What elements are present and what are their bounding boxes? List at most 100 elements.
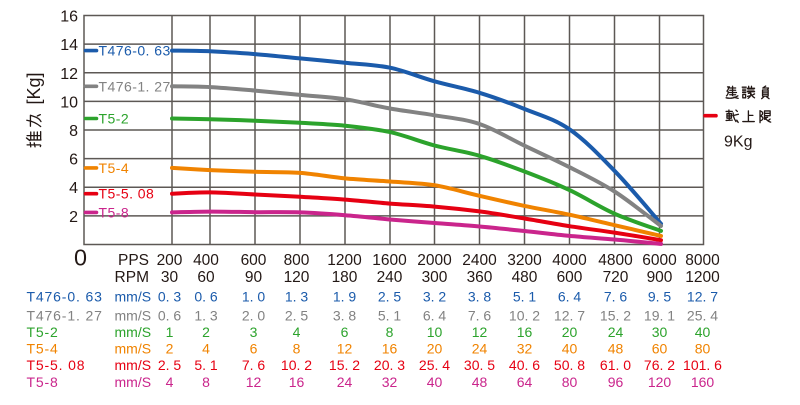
svg-text:1600: 1600	[372, 252, 407, 269]
svg-text:32: 32	[517, 341, 533, 357]
svg-text:90: 90	[245, 269, 263, 286]
svg-text:15. 2: 15. 2	[600, 308, 631, 324]
svg-text:720: 720	[603, 269, 629, 286]
svg-text:50. 8: 50. 8	[554, 357, 585, 373]
svg-text:600: 600	[557, 269, 583, 286]
svg-text:7. 6: 7. 6	[242, 357, 266, 373]
svg-text:76. 2: 76. 2	[644, 357, 675, 373]
svg-text:7. 6: 7. 6	[604, 289, 628, 305]
svg-text:3. 2: 3. 2	[423, 289, 447, 305]
svg-text:10. 2: 10. 2	[509, 308, 540, 324]
svg-text:6: 6	[69, 152, 78, 169]
svg-text:2: 2	[69, 209, 78, 226]
svg-text:120: 120	[648, 374, 672, 390]
svg-text:30. 5: 30. 5	[464, 357, 495, 373]
svg-text:14: 14	[60, 37, 78, 54]
svg-text:PPS: PPS	[118, 252, 149, 269]
svg-text:0. 6: 0. 6	[158, 308, 182, 324]
svg-text:400: 400	[193, 252, 219, 269]
svg-text:1200: 1200	[685, 269, 720, 286]
svg-text:8000: 8000	[685, 252, 720, 269]
svg-text:30: 30	[161, 269, 179, 286]
svg-text:7. 6: 7. 6	[468, 308, 492, 324]
svg-text:4800: 4800	[598, 252, 633, 269]
svg-text:T476-1. 27: T476-1. 27	[99, 78, 171, 94]
svg-text:12: 12	[472, 324, 488, 340]
svg-text:200: 200	[157, 252, 183, 269]
svg-text:8: 8	[202, 374, 210, 390]
svg-text:360: 360	[467, 269, 493, 286]
svg-text:8: 8	[69, 123, 78, 140]
svg-text:0. 6: 0. 6	[194, 289, 218, 305]
svg-text:40: 40	[695, 324, 711, 340]
svg-text:1. 3: 1. 3	[285, 289, 309, 305]
svg-text:10: 10	[60, 94, 78, 111]
svg-text:160: 160	[691, 374, 715, 390]
svg-text:2. 5: 2. 5	[378, 289, 402, 305]
svg-text:20: 20	[427, 341, 443, 357]
svg-text:4000: 4000	[552, 252, 587, 269]
svg-text:16: 16	[60, 9, 78, 26]
svg-text:1: 1	[166, 324, 174, 340]
svg-text:64: 64	[517, 374, 533, 390]
svg-text:600: 600	[241, 252, 267, 269]
svg-text:6: 6	[341, 324, 349, 340]
svg-text:12: 12	[246, 374, 262, 390]
svg-text:9Kg: 9Kg	[724, 134, 752, 151]
svg-text:10: 10	[427, 324, 443, 340]
svg-text:300: 300	[422, 269, 448, 286]
svg-text:6. 4: 6. 4	[423, 308, 447, 324]
svg-text:96: 96	[608, 374, 624, 390]
svg-text:1. 0: 1. 0	[242, 289, 266, 305]
svg-text:19. 1: 19. 1	[644, 308, 675, 324]
svg-text:3. 8: 3. 8	[468, 289, 492, 305]
svg-text:8: 8	[386, 324, 394, 340]
svg-text:2: 2	[166, 341, 174, 357]
svg-text:2. 5: 2. 5	[158, 357, 182, 373]
svg-text:60: 60	[197, 269, 215, 286]
svg-text:20. 3: 20. 3	[374, 357, 405, 373]
svg-text:12: 12	[337, 341, 353, 357]
svg-text:900: 900	[647, 269, 673, 286]
svg-text:4: 4	[293, 324, 301, 340]
svg-text:5. 1: 5. 1	[378, 308, 402, 324]
svg-text:mm/S: mm/S	[115, 357, 152, 373]
svg-text:6. 4: 6. 4	[558, 289, 582, 305]
svg-text:20: 20	[562, 324, 578, 340]
svg-text:15. 2: 15. 2	[329, 357, 360, 373]
svg-text:480: 480	[512, 269, 538, 286]
svg-text:T476-0. 63: T476-0. 63	[99, 43, 171, 59]
svg-text:T5-4: T5-4	[27, 341, 59, 357]
svg-text:9. 5: 9. 5	[648, 289, 672, 305]
svg-text:T5-5. 08: T5-5. 08	[27, 357, 86, 373]
svg-text:101. 6: 101. 6	[683, 357, 722, 373]
svg-text:mm/S: mm/S	[115, 308, 152, 324]
svg-text:2. 0: 2. 0	[242, 308, 266, 324]
svg-text:1. 3: 1. 3	[194, 308, 218, 324]
svg-text:T5-2: T5-2	[27, 324, 59, 340]
svg-text:12. 7: 12. 7	[687, 289, 718, 305]
svg-text:6: 6	[250, 341, 258, 357]
svg-text:800: 800	[284, 252, 310, 269]
svg-text:40. 6: 40. 6	[509, 357, 540, 373]
svg-text:24: 24	[337, 374, 353, 390]
svg-text:T5-2: T5-2	[99, 111, 130, 127]
svg-text:8: 8	[293, 341, 301, 357]
svg-text:32: 32	[382, 374, 398, 390]
svg-text:T476-1. 27: T476-1. 27	[27, 308, 103, 324]
svg-text:48: 48	[608, 341, 624, 357]
svg-text:3200: 3200	[507, 252, 542, 269]
svg-text:24: 24	[472, 341, 488, 357]
svg-text:40: 40	[562, 341, 578, 357]
svg-text:12. 7: 12. 7	[554, 308, 585, 324]
svg-text:T5-8: T5-8	[27, 374, 59, 390]
svg-text:1200: 1200	[327, 252, 362, 269]
svg-text:0: 0	[74, 245, 87, 271]
svg-text:2400: 2400	[462, 252, 497, 269]
svg-text:4: 4	[166, 374, 174, 390]
svg-text:25. 4: 25. 4	[687, 308, 718, 324]
svg-text:5. 1: 5. 1	[194, 357, 218, 373]
svg-text:16: 16	[517, 324, 533, 340]
svg-text:80: 80	[562, 374, 578, 390]
svg-text:10. 2: 10. 2	[281, 357, 312, 373]
